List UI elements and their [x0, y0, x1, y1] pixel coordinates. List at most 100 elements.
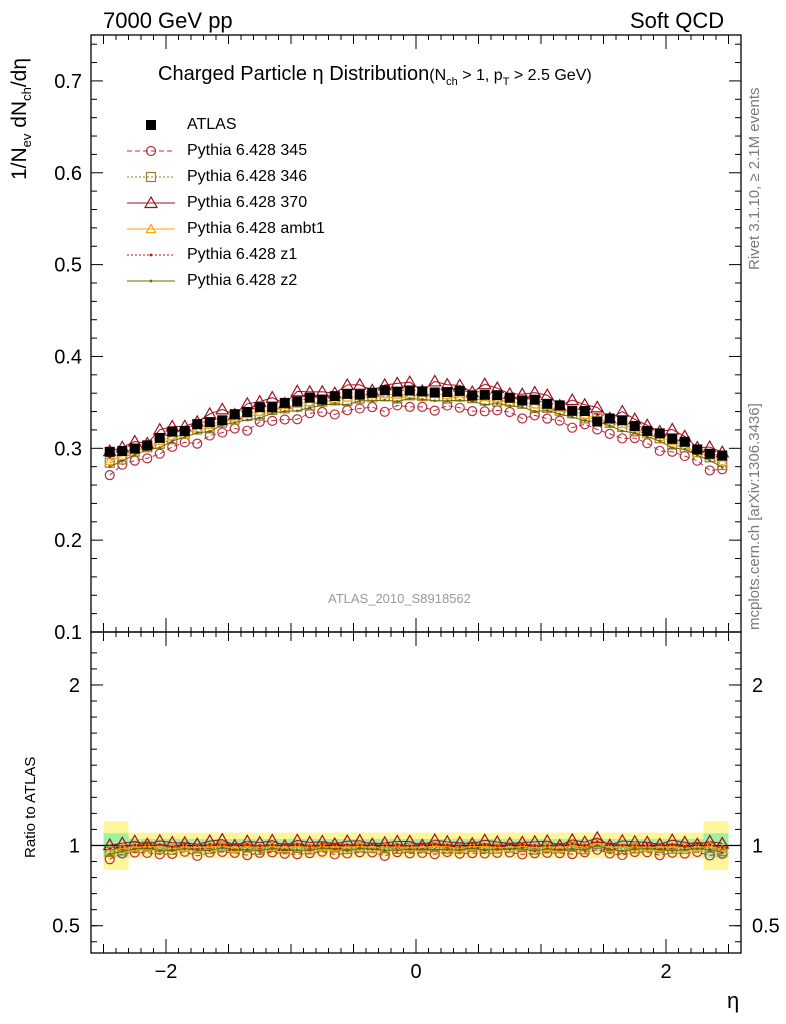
data-point-pythia-6-428-z2 — [445, 399, 449, 403]
data-point-atlas — [542, 398, 553, 409]
ratio-point-pythia-6-428-z2 — [320, 846, 324, 850]
data-point-pythia-6-428-z2 — [620, 429, 624, 433]
data-point-pythia-6-428-z2 — [633, 431, 637, 435]
legend-label: Pythia 6.428 370 — [187, 194, 308, 211]
data-point-pythia-6-428-z2 — [720, 465, 724, 469]
data-point-pythia-6-428-345 — [567, 422, 578, 433]
legend-label: Pythia 6.428 z2 — [187, 272, 298, 289]
data-point-pythia-6-428-345 — [192, 438, 203, 449]
data-point-pythia-6-428-z2 — [170, 439, 174, 443]
legend-swatch-marker — [149, 279, 153, 283]
data-point-pythia-6-428-370 — [352, 377, 367, 390]
ratio-point-pythia-6-428-z1 — [645, 842, 649, 846]
ratio-point-pythia-6-428-z1 — [383, 844, 387, 847]
ratio-point-pythia-6-428-ambt1 — [591, 838, 603, 848]
xtick-label: 2 — [660, 961, 671, 983]
ratio-point-pythia-6-428-z2 — [445, 848, 449, 852]
ratio-point-pythia-6-428-z1 — [108, 847, 112, 851]
ratio-point-pythia-6-428-z2 — [220, 846, 224, 850]
data-point-pythia-6-428-z2 — [120, 459, 124, 463]
data-point-atlas — [454, 385, 465, 396]
ratio-ytick-label-right: 1 — [752, 835, 763, 857]
data-point-atlas — [479, 389, 490, 400]
ratio-point-pythia-6-428-z2 — [583, 849, 587, 852]
ratio-point-pythia-6-428-z2 — [133, 847, 137, 851]
data-point-atlas — [279, 397, 290, 408]
ratio-point-pythia-6-428-z2 — [108, 852, 112, 856]
ratio-point-pythia-6-428-z2 — [120, 850, 124, 853]
data-point-pythia-6-428-ambt1 — [716, 455, 728, 466]
ratio-point-pythia-6-428-z2 — [383, 848, 387, 852]
data-point-pythia-6-428-345 — [442, 400, 453, 411]
ratio-line-pythia-6-428-370 — [109, 837, 723, 847]
ratio-y-axis-label: Ratio to ATLAS — [22, 756, 39, 858]
ratio-point-pythia-6-428-z2 — [595, 844, 599, 847]
data-point-atlas — [192, 419, 203, 430]
ratio-point-pythia-6-428-346 — [492, 843, 503, 854]
data-point-pythia-6-428-z2 — [345, 403, 349, 407]
data-point-pythia-6-428-z2 — [420, 397, 424, 401]
data-point-pythia-6-428-z2 — [383, 398, 387, 402]
ratio-frame — [90, 631, 742, 954]
data-point-pythia-6-428-z2 — [408, 397, 412, 400]
ylabel-part-3: /dη — [8, 57, 31, 88]
data-point-pythia-6-428-345 — [417, 401, 428, 412]
ratio-point-pythia-6-428-z2 — [670, 849, 674, 852]
ratio-point-pythia-6-428-z1 — [220, 843, 224, 847]
data-point-atlas — [429, 387, 440, 398]
ratio-point-pythia-6-428-z2 — [158, 849, 162, 853]
main-ytick-label: 0.1 — [54, 622, 82, 644]
ratio-point-pythia-6-428-z2 — [658, 848, 662, 852]
ratio-point-pythia-6-428-z1 — [520, 842, 524, 846]
data-point-pythia-6-428-z2 — [308, 406, 312, 409]
ratio-point-pythia-6-428-z1 — [508, 842, 512, 846]
data-point-atlas — [117, 445, 128, 456]
main-ytick-label: 0.3 — [54, 438, 82, 460]
data-point-atlas — [604, 413, 615, 424]
data-point-pythia-6-428-345 — [154, 448, 165, 459]
data-point-atlas — [217, 415, 228, 426]
data-point-pythia-6-428-345 — [242, 425, 253, 436]
data-point-atlas — [629, 420, 640, 431]
series-line-pythia-6-428-346 — [109, 394, 723, 466]
legend-swatch — [127, 145, 175, 157]
data-point-pythia-6-428-345 — [542, 413, 553, 424]
ratio-point-pythia-6-428-ambt1 — [504, 842, 516, 853]
legend-swatch-marker — [145, 223, 157, 234]
data-point-pythia-6-428-ambt1 — [104, 455, 116, 465]
ratio-ytick-label-right: 0.5 — [752, 916, 780, 938]
data-point-atlas — [554, 400, 565, 411]
data-point-atlas — [517, 395, 528, 406]
ratio-point-pythia-6-428-z2 — [283, 848, 287, 851]
legend-swatch-marker — [143, 195, 159, 209]
ratio-point-pythia-6-428-z1 — [595, 840, 599, 844]
ratio-point-pythia-6-428-z2 — [483, 848, 487, 852]
ratio-point-pythia-6-428-z2 — [258, 849, 262, 853]
chart-title-cut-2: > 1, p — [457, 67, 503, 84]
ratio-point-pythia-6-428-z2 — [570, 847, 574, 851]
ratio-point-pythia-6-428-z1 — [420, 842, 424, 846]
data-point-pythia-6-428-345 — [354, 403, 365, 414]
chart-title-main: Charged Particle η Distribution — [158, 63, 430, 85]
data-point-atlas — [442, 387, 453, 398]
data-point-pythia-6-428-345 — [104, 470, 115, 481]
main-ytick-label: 0.4 — [54, 346, 82, 368]
legend-label: ATLAS — [187, 116, 237, 133]
data-point-atlas — [667, 433, 678, 444]
data-point-pythia-6-428-345 — [217, 427, 228, 438]
legend-swatch-marker — [149, 253, 153, 257]
ratio-point-pythia-6-428-z1 — [283, 843, 287, 847]
ratio-point-pythia-6-428-z2 — [695, 847, 699, 851]
ratio-point-pythia-6-428-z2 — [208, 849, 212, 852]
data-point-atlas — [654, 428, 665, 439]
data-point-atlas — [104, 446, 115, 457]
data-point-atlas — [354, 389, 365, 400]
ratio-point-pythia-6-428-ambt1 — [541, 841, 553, 851]
ratio-point-pythia-6-428-z1 — [170, 845, 174, 849]
ratio-point-pythia-6-428-z2 — [145, 846, 149, 850]
data-point-atlas — [679, 436, 690, 447]
ratio-point-pythia-6-428-z1 — [695, 841, 699, 845]
ratio-point-pythia-6-428-ambt1 — [641, 841, 653, 852]
data-point-atlas — [592, 416, 603, 427]
ratio-point-pythia-6-428-z2 — [270, 847, 274, 850]
